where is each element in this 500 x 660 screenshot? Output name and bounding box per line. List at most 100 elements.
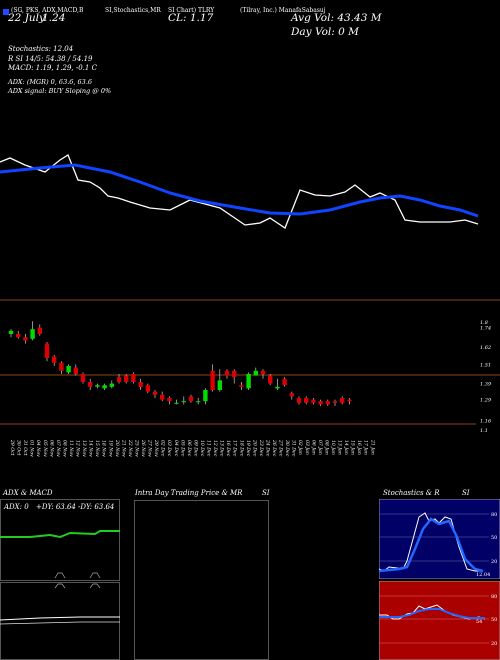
price-axis-label: 1.39 [480,382,492,388]
adx-panel-title: ADX & MACD [3,489,53,497]
candle-body [37,327,42,334]
macd-readout: MACD: 1.19, 1.29, -0.1 C [8,64,97,72]
date-tick-label: 13 Nov [81,440,87,457]
candle-body [145,385,150,392]
stoch-axis-50: 50 [491,535,497,541]
ema-line [0,163,479,218]
candle-body [95,385,100,387]
date-tick-label: 20 Dec [251,439,257,457]
header-line1: (SG, PKS, ADX,MACD,B [11,7,84,14]
date-tick-label: 05 Nov [42,440,48,457]
candle-body [332,401,338,403]
stoch-value: 12.04 [476,572,490,578]
candle-body [224,370,230,376]
adx-line [0,530,120,539]
date-tick-label: 19 Nov [107,440,113,457]
date-tick-label: 23 Dec [258,439,264,457]
rsi-value: 54 [476,619,482,625]
date-tick-label: 14 Jan [343,440,349,455]
candle-body [88,382,93,387]
rsi-axis-20: 20 [491,641,497,647]
candle-body [160,394,165,400]
candle-body [196,401,201,403]
candle-body [80,374,86,382]
day-volume: Day Vol: 0 M [291,26,359,38]
rsi-axis-50: 50 [491,617,497,623]
legend-square-icon [3,9,9,15]
adx-readout-value: ADX: 0 [3,503,29,511]
candle-body [44,343,50,358]
candle-body [325,401,330,405]
date-tick-label: 19 Dec [245,440,251,457]
date-tick-label: 10 Dec [199,440,205,457]
candle-body [66,366,71,373]
candle-body [289,393,294,397]
candle-body [203,390,208,402]
date-tick-label: 12 Nov [75,440,81,457]
candle-body [23,337,28,341]
price-axis-label: 1.29 [480,398,492,404]
date-tick-label: 09 Dec [192,440,198,457]
candle-body [52,356,57,363]
candle-body [304,398,309,403]
candle-body [260,370,266,374]
adx-readout: ADX: (MGR) 0, 63.6, 63.6 [8,78,93,86]
stoch-axis-20: 20 [491,559,497,565]
date-tick-label: 05 Dec [179,440,185,457]
date-tick-label: 26 Dec [271,439,277,457]
date-tick-label: 31 Dec [291,440,297,457]
date-tick-label: 11 Dec [206,440,212,457]
candle-body [253,370,258,376]
rsi-signal-line [379,608,485,619]
price-axis: 1.81.74 1.62 1.51 1.39 1.29 1.16 1.1 [480,320,492,434]
date-tick-label: 14 Nov [88,440,94,457]
candle-body [340,398,345,403]
candle-body [188,396,194,402]
date-axis: 29 Oct 30 Oct 31 Oct 01 Nov 04 Nov 05 Nov 06 N… [9,439,375,457]
date-label: 22 July [8,12,45,24]
rsi-readout: R SI 14/5: 54.38 / 54.19 [8,55,93,63]
header-line1c: SI Chart) TLRY [168,7,215,14]
date-tick-label: 07 Nov [55,440,61,457]
date-tick-label: 17 Dec [232,440,238,457]
date-tick-label: 18 Dec [238,440,244,457]
candle-body [109,383,114,387]
intraday-panel-si: SI [262,489,270,497]
date-tick-label: 02 Jan [297,440,303,455]
date-tick-label: 22 Nov [127,439,133,457]
candle-body [318,401,323,405]
date-tick-label: 03 Dec [166,440,172,457]
candle-body [138,382,143,387]
candle-body [282,378,287,386]
date-tick-label: 08 Nov [61,440,67,457]
candle-body [131,374,136,382]
candle-body [210,370,215,390]
date-tick-label: 01 Nov [29,440,35,457]
date-tick-label: 16 Jan [356,440,362,455]
stoch-k-line [379,512,483,572]
date-tick-label: 07 Jan [317,440,323,455]
candle-body [347,399,352,402]
date-tick-label: 21 Jan [369,439,375,455]
plus-dy-readout: +DY: 63.64 [36,503,76,511]
header-line1d: (Tilray, Inc.) ManafaSabasuj [240,7,326,14]
macd-signal-line [0,621,120,625]
date-tick-label: 03 Jan [304,440,310,455]
header-line1b: SI,Stochastics,MR [105,7,161,14]
date-tick-label: 30 Oct [16,440,22,456]
stoch-panel-title: Stochastics & R [383,489,440,497]
stochastics-panel: 80 50 20 12.04 [379,499,500,579]
price-axis-label: 1.16 [480,418,492,424]
date-tick-label: 06 Jan [310,440,316,455]
candle-body [181,401,186,403]
candle-body [16,334,21,338]
candles-group [8,321,352,406]
date-tick-label: 12 Dec [212,440,218,457]
candle-body [268,375,273,384]
date-tick-label: 29 Oct [9,439,15,456]
candle-body [152,391,158,395]
stoch-axis-80: 80 [491,512,497,518]
date-tick-label: 13 Dec [219,440,225,457]
price-axis-top: 1.8 [480,320,488,326]
